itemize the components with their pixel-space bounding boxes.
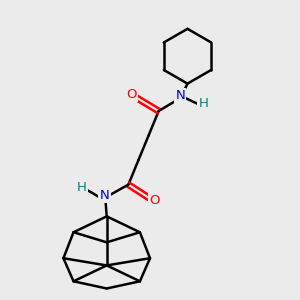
Text: O: O	[127, 88, 137, 101]
Text: H: H	[198, 97, 208, 110]
Text: H: H	[77, 181, 86, 194]
Text: N: N	[100, 189, 109, 202]
Text: N: N	[176, 89, 185, 102]
Text: O: O	[150, 194, 160, 207]
